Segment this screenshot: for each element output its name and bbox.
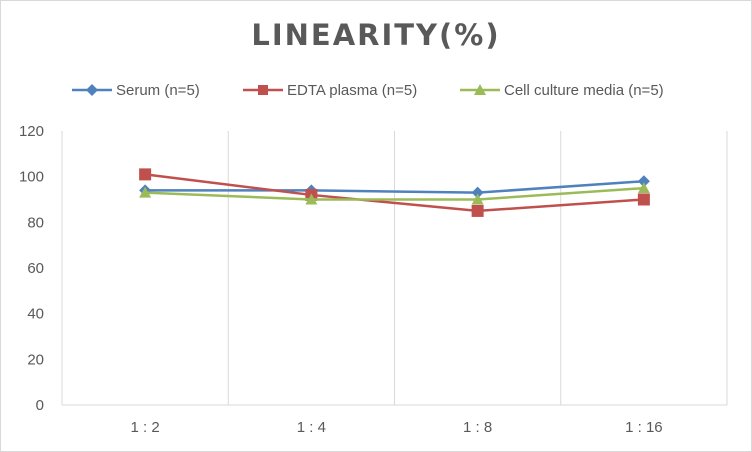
x-tick-label: 1 : 4: [297, 419, 326, 436]
y-tick-label: 120: [19, 123, 44, 140]
x-tick-label: 1 : 16: [625, 419, 663, 436]
legend-item-serum: Serum (n=5): [70, 78, 200, 102]
y-tick-label: 0: [36, 397, 44, 414]
data-point-edta-plasma: [139, 168, 152, 181]
legend-item-cell-culture-media: Cell culture media (n=5): [458, 78, 664, 102]
legend-marker-cell-culture-media: [460, 84, 500, 95]
y-tick-label: 40: [27, 306, 44, 323]
series-line-serum: [145, 179, 644, 194]
data-point-edta-plasma: [471, 204, 484, 217]
data-point-cell-culture-media: [637, 182, 650, 194]
legend-marker-edta-plasma: [243, 85, 283, 95]
y-tick-label: 20: [27, 351, 44, 368]
x-tick-label: 1 : 8: [463, 419, 492, 436]
data-point-serum: [637, 175, 650, 188]
legend-label-serum: Serum (n=5): [116, 81, 200, 99]
data-point-cell-culture-media: [305, 193, 318, 205]
y-tick-label: 60: [27, 260, 44, 277]
y-tick-label: 80: [27, 214, 44, 231]
data-point-serum: [471, 186, 484, 199]
x-tick-label: 1 : 2: [131, 419, 160, 436]
data-point-edta-plasma: [637, 193, 650, 206]
legend-marker-serum: [72, 84, 112, 96]
legend-label-cell-culture-media: Cell culture media (n=5): [504, 81, 664, 99]
legend-item-edta-plasma: EDTA plasma (n=5): [241, 78, 417, 102]
series-line-edta-plasma: [144, 173, 644, 213]
legend-label-edta-plasma: EDTA plasma (n=5): [287, 81, 418, 99]
legend: Serum (n=5) EDTA plasma (n=5) Cell cultu…: [0, 78, 752, 102]
data-point-cell-culture-media: [471, 193, 484, 205]
series-line-cell-culture-media: [145, 186, 644, 201]
y-tick-label: 100: [19, 169, 44, 186]
chart-title: LINEARITY(%): [251, 18, 501, 52]
data-point-cell-culture-media: [139, 186, 152, 198]
